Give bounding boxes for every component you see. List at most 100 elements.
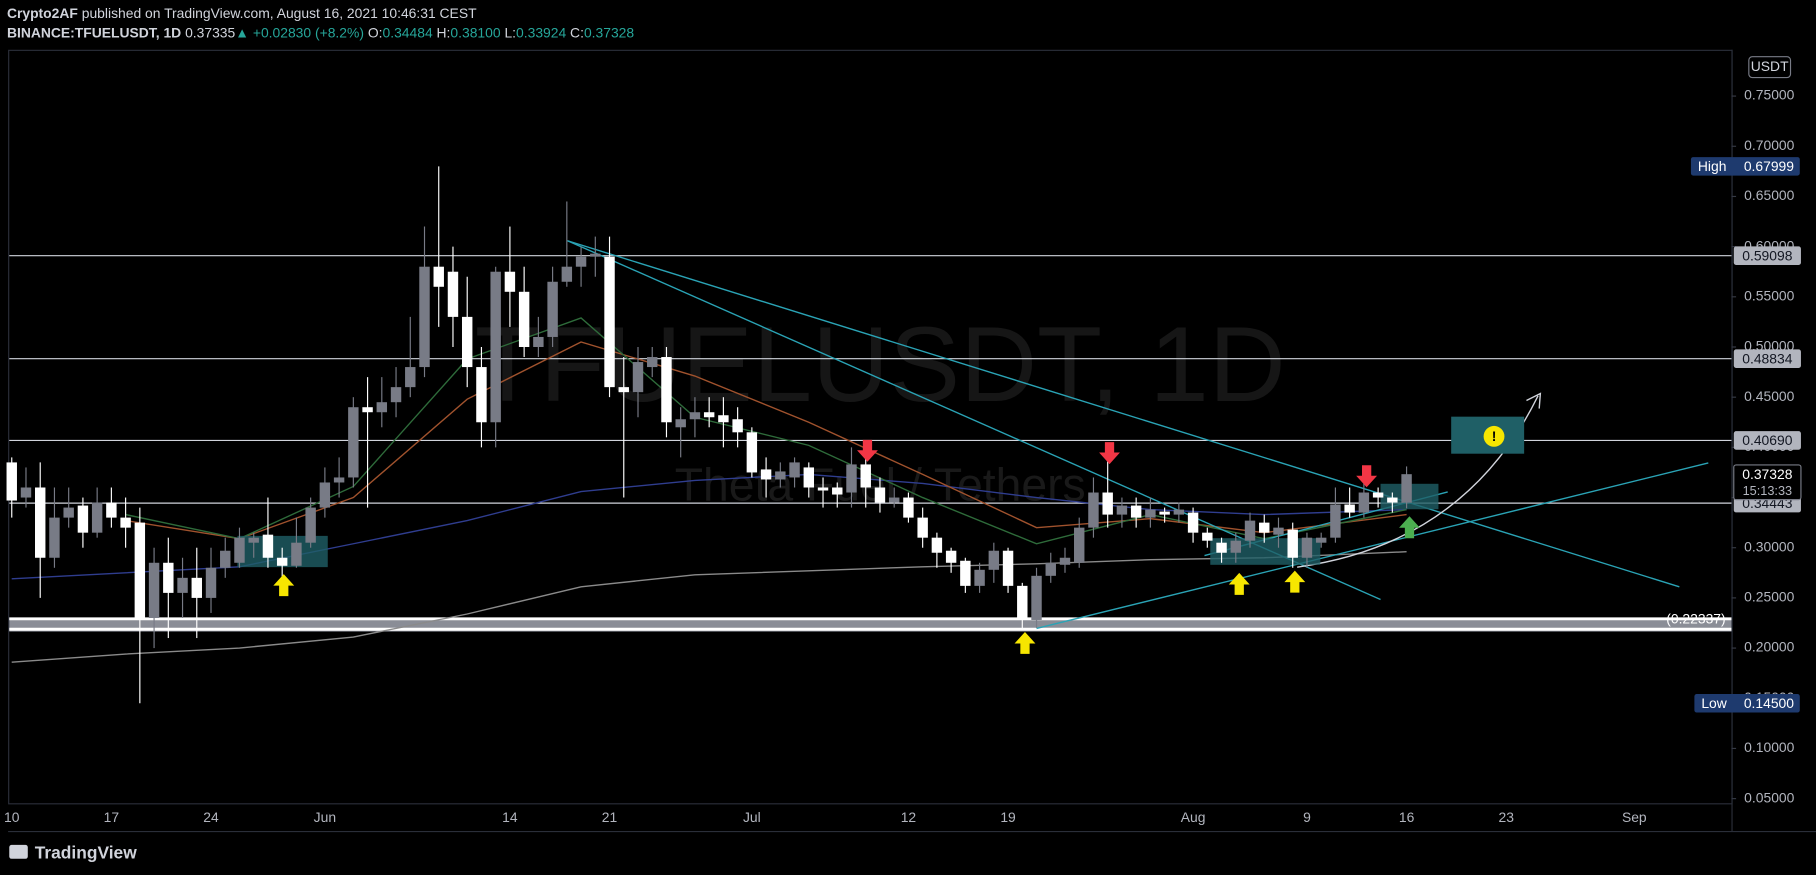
candle-body	[348, 407, 359, 478]
candle-body	[1315, 537, 1327, 543]
level-label: 0.48834	[1742, 351, 1792, 367]
candle-body	[974, 569, 985, 586]
candle-body	[860, 464, 871, 488]
candle-body	[1116, 505, 1128, 515]
x-tick-label: 23	[1498, 809, 1514, 825]
candle-body	[1159, 511, 1170, 515]
candle-body	[647, 357, 658, 368]
level-label: (0.22337)	[1666, 611, 1725, 627]
candle-body	[1088, 492, 1099, 528]
high-value: 0.67999	[1744, 158, 1794, 174]
last-price-badge	[1733, 464, 1802, 501]
last-price: 0.37328	[1742, 466, 1792, 482]
candle-body	[262, 534, 274, 558]
published: published on TradingView.com, August 16,…	[82, 5, 477, 21]
candle-body	[846, 464, 857, 493]
x-tick-label: 16	[1399, 809, 1415, 825]
header-line: Crypto2AF published on TradingView.com, …	[7, 5, 477, 21]
candle-body	[1130, 505, 1142, 518]
candle-body	[405, 367, 416, 388]
candle-body	[91, 502, 103, 533]
change-arrow: ▲	[235, 24, 249, 40]
y-tick-label: 0.55000	[1744, 287, 1794, 303]
candle-body	[419, 266, 430, 368]
candle-body	[988, 550, 1000, 570]
y-tick-label: 0.70000	[1744, 137, 1794, 153]
x-tick-label: Jul	[743, 809, 761, 825]
header: Crypto2AF published on TradingView.com, …	[7, 5, 634, 41]
candle-body	[789, 462, 800, 478]
candle-body	[518, 291, 530, 347]
candle-body	[675, 419, 686, 428]
candle-body	[1401, 474, 1412, 503]
candle-body	[476, 367, 487, 423]
down-arrow	[1099, 442, 1120, 465]
countdown: 15:13:33	[1743, 483, 1793, 498]
y-tick-label: 0.45000	[1744, 388, 1794, 404]
candle-body	[1017, 585, 1028, 620]
candle-body	[575, 256, 587, 267]
y-tick-label: 0.20000	[1744, 639, 1794, 655]
brand: TradingView	[35, 843, 137, 863]
level-badge	[1733, 246, 1801, 265]
candle-body	[960, 560, 971, 586]
candle-body	[1187, 512, 1199, 533]
logo	[9, 844, 28, 859]
candles	[6, 166, 1412, 704]
candle-body	[874, 487, 886, 503]
high-badge	[1690, 157, 1800, 176]
currency: USDT	[1751, 58, 1789, 74]
candle-body	[1387, 497, 1398, 503]
trendline	[1036, 462, 1709, 630]
candle-body	[817, 487, 829, 491]
level-label: 0.59098	[1742, 248, 1792, 264]
level-badge	[1733, 349, 1801, 368]
candle-body	[49, 517, 60, 558]
x-tick-label: Aug	[1181, 809, 1206, 825]
badges: 0.590980.488340.406900.34443(0.22337)Hig…	[1666, 56, 1802, 713]
candle-body	[703, 412, 715, 418]
candle-body	[803, 467, 815, 488]
candle-body	[533, 336, 544, 347]
y-tick-label: 0.65000	[1744, 187, 1794, 203]
candle-body	[1330, 504, 1341, 538]
candle-body	[1059, 557, 1071, 565]
x-tick-label: 19	[1000, 809, 1016, 825]
alert-icon	[1483, 425, 1505, 447]
candle-body	[333, 477, 345, 483]
y-tick-label: 0.75000	[1744, 87, 1794, 103]
candle-body	[590, 253, 601, 257]
up-arrow	[1014, 631, 1036, 654]
candle-body	[1230, 540, 1241, 553]
moving-average	[11, 551, 1407, 663]
x-tick-label: 12	[901, 809, 917, 825]
candle-body	[319, 482, 331, 508]
trendline	[567, 240, 1680, 588]
candle-body	[63, 507, 74, 518]
candle-body	[1358, 492, 1370, 513]
candle-body	[1273, 527, 1284, 535]
candle-body	[917, 517, 928, 538]
symbol: BINANCE:TFUELUSDT, 1D	[7, 24, 181, 40]
candle-body	[632, 362, 644, 393]
last-price: 0.37335	[185, 24, 235, 40]
alert-icon-text: !	[1492, 428, 1497, 444]
high-label: High	[1698, 158, 1727, 174]
candle-body	[661, 357, 672, 423]
candle-body	[760, 469, 772, 480]
x-tick-label: 21	[602, 809, 618, 825]
candle-body	[177, 577, 188, 593]
candle-body	[1202, 532, 1213, 541]
candle-body	[1259, 522, 1270, 533]
candle-body	[718, 415, 729, 423]
ohlc-label: O:	[368, 24, 383, 40]
currency-badge	[1748, 56, 1792, 79]
candle-body	[732, 419, 743, 433]
level-label: 0.40690	[1742, 432, 1792, 448]
low-badge	[1694, 694, 1800, 713]
candle-body	[163, 562, 174, 593]
candle-body	[433, 266, 444, 287]
candle-body	[1173, 509, 1185, 515]
ohlc-label: H:	[437, 24, 451, 40]
